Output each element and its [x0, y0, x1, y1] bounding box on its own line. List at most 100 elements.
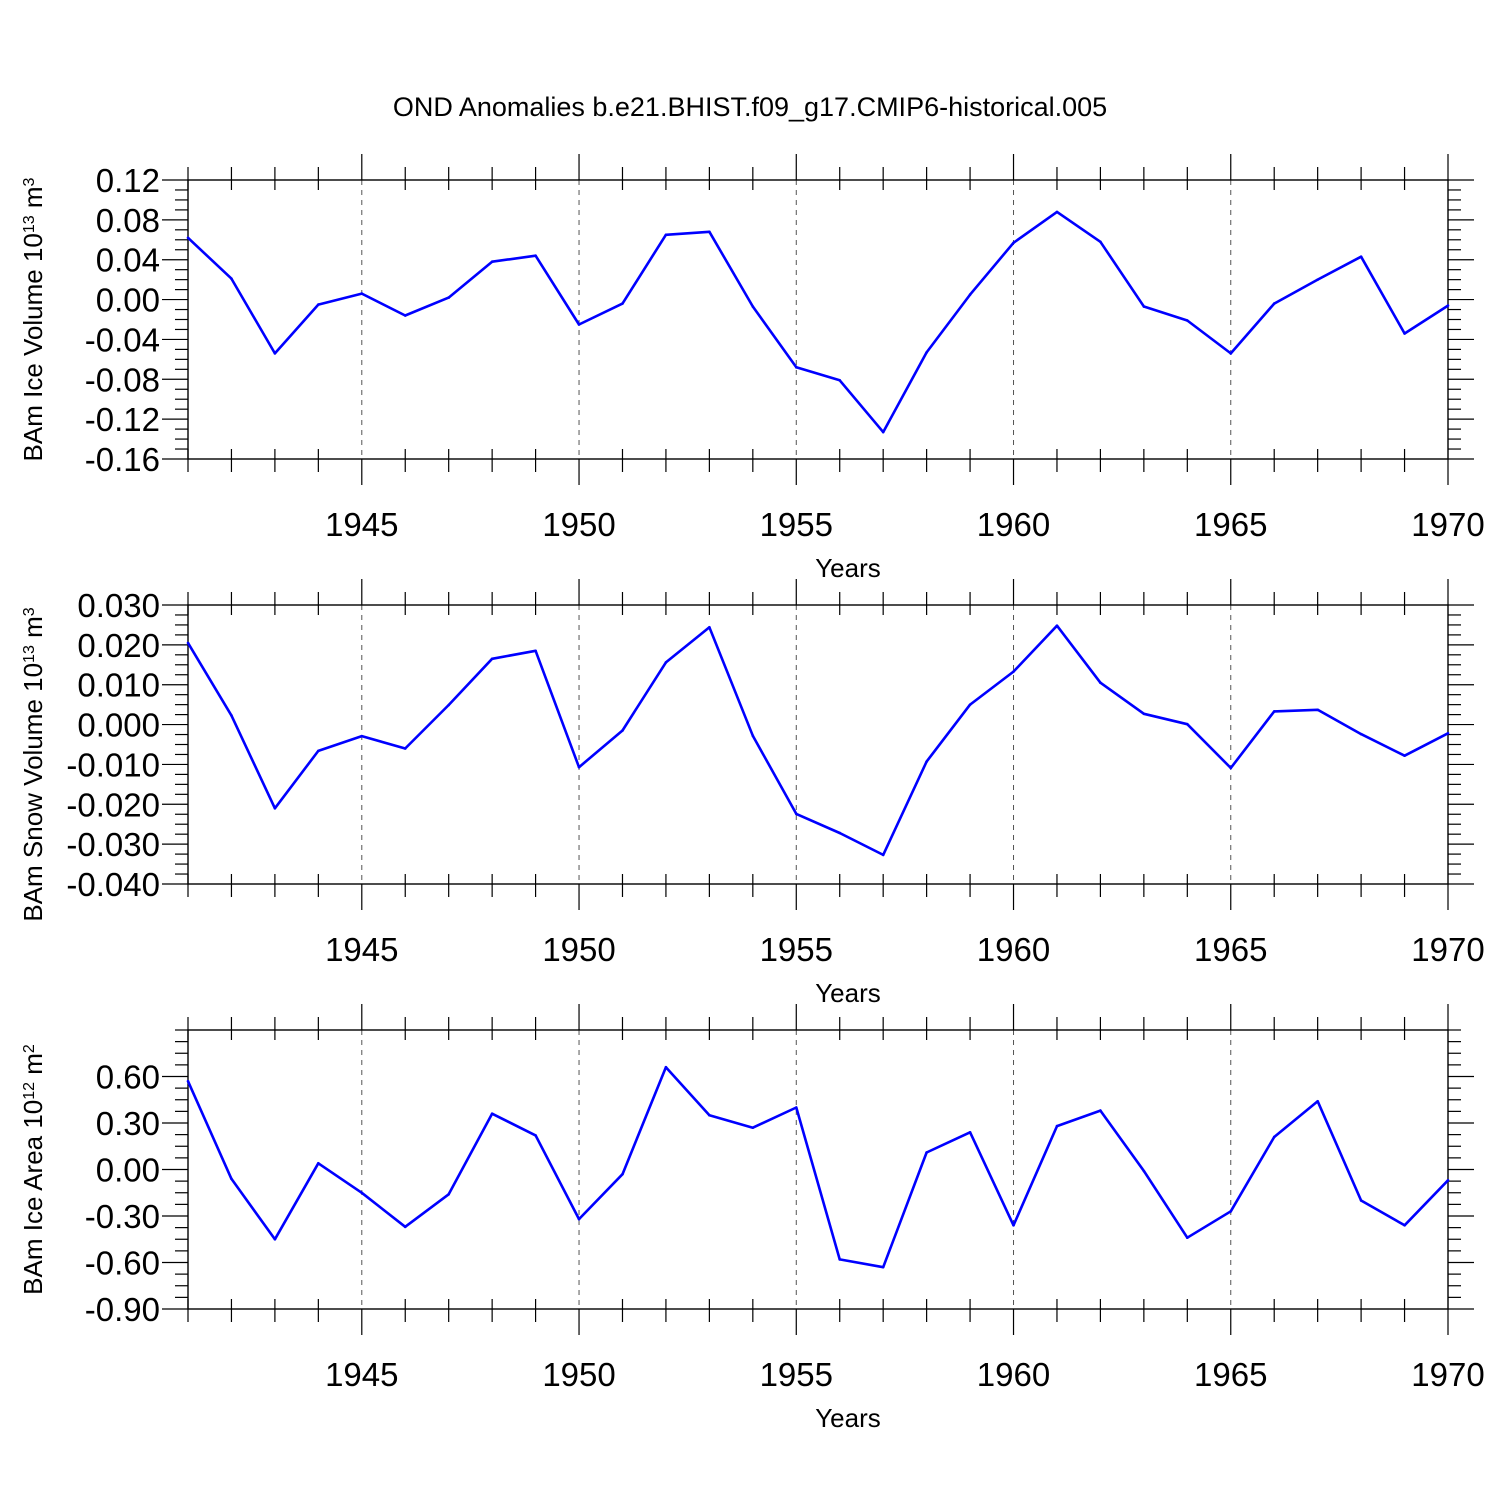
data-point: [534, 254, 537, 258]
y-tick-label: -0.020: [66, 786, 160, 823]
chart-panel-3: -0.90 -0.60 -0.30 0.00 0.30 0.60 1945 1950 1955 1…: [18, 1004, 1485, 1433]
data-point: [230, 1177, 233, 1181]
data-point: [360, 292, 364, 295]
data-point: [794, 1106, 798, 1109]
x-tick-label: 1970: [1411, 506, 1484, 543]
x-tick-label: 1955: [760, 506, 833, 543]
data-point: [1446, 732, 1450, 735]
data-series-line: [186, 624, 1449, 857]
data-point: [708, 1113, 711, 1117]
data-point: [1142, 305, 1146, 308]
data-point: [577, 765, 581, 769]
y-tick-label: -0.08: [85, 361, 160, 398]
data-point: [1403, 1224, 1406, 1227]
data-point: [1012, 670, 1015, 673]
y-tick-label: 0.020: [77, 627, 160, 664]
data-point: [968, 1131, 972, 1134]
x-axis-title: Years: [815, 553, 881, 583]
figure-title: OND Anomalies b.e21.BHIST.f09_g17.CMIP6-…: [393, 92, 1107, 122]
data-point: [577, 1217, 581, 1221]
x-tick-label: 1960: [977, 931, 1050, 968]
data-series-line: [187, 210, 1449, 434]
data-point: [664, 233, 668, 237]
data-point: [1316, 1100, 1319, 1103]
plot-frame: [187, 179, 1449, 460]
data-point: [534, 649, 537, 653]
data-point: [1186, 319, 1189, 322]
y-tick-label: -0.16: [85, 441, 160, 478]
data-point: [1229, 766, 1233, 770]
y-axis-title: BAm Ice Volume 1013 m3: [18, 177, 48, 461]
data-point: [1403, 332, 1406, 335]
data-point: [1055, 624, 1059, 628]
data-point: [968, 703, 972, 706]
data-series-line: [186, 1065, 1449, 1269]
data-point: [1012, 241, 1015, 245]
data-point: [1403, 754, 1406, 757]
x-tick-label: 1945: [325, 1356, 398, 1393]
y-axis-title-part: m: [18, 1053, 48, 1082]
x-tick-label: 1965: [1194, 1356, 1267, 1393]
x-tick-label: 1970: [1411, 931, 1484, 968]
x-tick-label: 1950: [542, 1356, 615, 1393]
x-tick-label: 1970: [1411, 1356, 1484, 1393]
data-point: [708, 230, 711, 234]
data-point: [1099, 240, 1102, 244]
data-point: [490, 1112, 494, 1115]
data-point: [1359, 1199, 1363, 1202]
chart-panels: -0.16-0.12-0.08-0.040.000.040.080.121945…: [18, 154, 1485, 1433]
data-point: [794, 366, 798, 369]
data-point: [1055, 1124, 1059, 1128]
y-tick-label: -0.010: [66, 746, 160, 783]
data-point: [403, 314, 407, 317]
y-axis-title-part: BAm Snow Volume 10: [18, 663, 48, 922]
data-point: [751, 305, 755, 308]
plot-frame: [187, 1029, 1449, 1310]
data-point: [751, 734, 755, 738]
y-tick-label: 0.000: [77, 707, 160, 744]
data-point: [186, 641, 190, 645]
data-point: [577, 323, 581, 326]
y-axis-title-part: m: [18, 186, 48, 215]
y-tick-label: 0.30: [96, 1105, 160, 1142]
y-tick-label: 0.60: [96, 1059, 160, 1096]
x-tick-label: 1955: [760, 931, 833, 968]
y-axis-title-part: BAm Ice Volume 10: [18, 233, 48, 461]
data-point: [186, 236, 190, 240]
data-point: [1446, 304, 1450, 307]
data-point: [1055, 210, 1059, 214]
data-point: [925, 1151, 928, 1154]
data-point: [186, 1079, 190, 1083]
data-point: [1099, 1109, 1102, 1112]
y-axis-title: BAm Ice Area 1012 m2: [18, 1044, 48, 1295]
data-point: [838, 378, 842, 382]
data-point: [1099, 681, 1102, 685]
data-point: [751, 1126, 755, 1129]
data-point: [490, 657, 494, 661]
data-point: [664, 1065, 668, 1069]
data-point: [447, 296, 450, 299]
data-point: [403, 1225, 407, 1229]
x-tick-label: 1965: [1194, 931, 1267, 968]
data-point: [1142, 1169, 1146, 1173]
y-tick-label: -0.030: [66, 826, 160, 863]
data-point: [838, 1258, 842, 1261]
data-point: [1186, 722, 1189, 726]
data-point: [1359, 255, 1363, 259]
x-tick-label: 1960: [977, 506, 1050, 543]
data-point: [881, 853, 885, 857]
x-axis-title: Years: [815, 978, 881, 1008]
y-tick-label: -0.12: [85, 401, 160, 438]
data-point: [360, 1191, 364, 1195]
y-tick-label: 0.030: [77, 587, 160, 624]
y-tick-label: -0.90: [85, 1291, 160, 1328]
x-axis-title: Years: [815, 1403, 881, 1433]
x-tick-label: 1960: [977, 1356, 1050, 1393]
y-tick-label: -0.04: [85, 321, 160, 358]
data-point: [230, 277, 233, 280]
data-point: [925, 351, 928, 354]
y-tick-label: -0.30: [85, 1198, 160, 1235]
y-tick-label: 0.08: [96, 202, 160, 239]
y-axis-title-part: BAm Ice Area 10: [18, 1100, 48, 1295]
data-point: [925, 760, 928, 763]
